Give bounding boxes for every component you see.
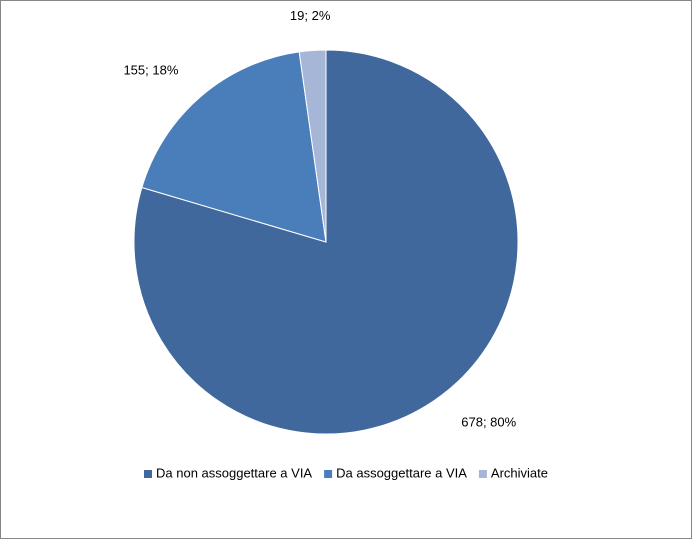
pie-slice [298,49,327,243]
legend-swatch [478,470,487,478]
legend-label: Da assoggettare a VIA [336,465,467,480]
legend-label: Archiviate [491,465,548,480]
pie-slice [133,49,519,435]
data-label: 678; 80% [461,414,516,429]
legend: Da non assoggettare a VIA Da assoggettare… [144,465,548,480]
data-label: 19; 2% [290,8,331,23]
legend-swatch [324,470,333,478]
legend-swatch [144,470,152,478]
legend-label: Da non assoggettare a VIA [156,465,312,480]
pie-slice [141,51,327,243]
data-label: 155; 18% [123,62,178,77]
